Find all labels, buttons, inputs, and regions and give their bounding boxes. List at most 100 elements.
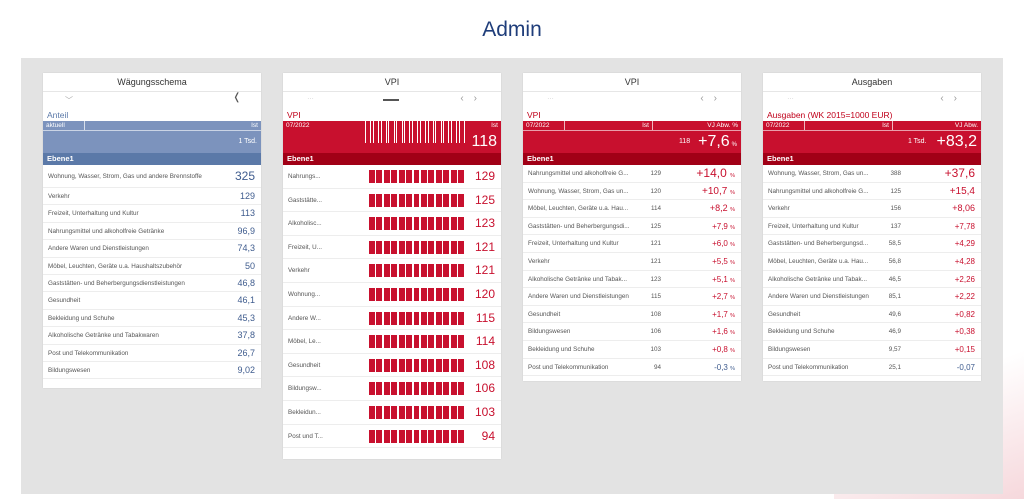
header-bar bbox=[388, 113, 395, 143]
row-abw: -0,07 bbox=[956, 362, 975, 372]
row-label: Bekleidung und Schuhe bbox=[528, 345, 595, 353]
table-row[interactable]: Gaststätten- und Beherbergungsd... 58,5 +4… bbox=[763, 235, 981, 253]
row-bar bbox=[458, 335, 464, 349]
table-row[interactable]: Bildungswesen 9,57 +0,15 bbox=[763, 341, 981, 359]
row-abw-unit: % bbox=[730, 242, 735, 249]
row-abw-value: +7,9 bbox=[712, 221, 728, 231]
row-bar bbox=[398, 193, 405, 207]
table-row[interactable]: Verkehr 156 +8,06 bbox=[763, 200, 981, 218]
col-period: aktuell bbox=[43, 121, 85, 130]
table-row[interactable]: Bildungswesen 106 +1,6 % bbox=[523, 323, 741, 341]
row-bar bbox=[420, 382, 427, 396]
row-value: 37,8 bbox=[237, 330, 255, 341]
table-row[interactable]: Freizeit, Unterhaltung und Kultur 113 bbox=[43, 205, 261, 223]
table-row[interactable]: Post und T... 94 bbox=[283, 425, 501, 449]
row-bar bbox=[428, 405, 435, 419]
card-nav: … ‹› bbox=[763, 92, 981, 108]
table-row[interactable]: Bekleidun... 103 bbox=[283, 401, 501, 425]
chevron-left-icon[interactable]: ❬ bbox=[232, 92, 241, 103]
row-abw: +0,82 bbox=[954, 309, 975, 319]
table-row[interactable]: Wohnung, Wasser, Strom, Gas un... 388 +37,… bbox=[763, 165, 981, 183]
table-row[interactable]: Bildungsw... 106 bbox=[283, 377, 501, 401]
table-row[interactable]: Bildungswesen 9,02 bbox=[43, 362, 261, 380]
row-bar bbox=[376, 264, 383, 278]
table-row[interactable]: Gaststätten- und Beherbergungsdi... 125 +7… bbox=[523, 218, 741, 236]
row-abw: +7,9 % bbox=[712, 218, 735, 238]
table-row[interactable]: Nahrungsmittel und alkoholfreie G... 125 +… bbox=[763, 183, 981, 201]
row-bars bbox=[369, 382, 464, 396]
header-total: 1 Tsd. bbox=[43, 131, 261, 153]
header-columns: 07/2022 Ist VJ Abw. bbox=[763, 121, 981, 131]
row-bar bbox=[458, 193, 464, 207]
table-row[interactable]: Andere W... 115 bbox=[283, 307, 501, 331]
table-row[interactable]: Alkoholisc... 123 bbox=[283, 212, 501, 236]
table-row[interactable]: Wohnung... 120 bbox=[283, 283, 501, 307]
table-row[interactable]: Gaststätten- und Beherbergungsdienstleis… bbox=[43, 275, 261, 293]
table-row[interactable]: Verkehr 121 bbox=[283, 259, 501, 283]
table-row[interactable]: Verkehr 121 +5,5 % bbox=[523, 253, 741, 271]
row-bar bbox=[369, 335, 375, 349]
row-label: Andere Waren und Dienstleistungen bbox=[528, 293, 629, 301]
table-row[interactable]: Alkoholische Getränke und Tabakwaren 37,8 bbox=[43, 327, 261, 345]
table-row[interactable]: Wohnung, Wasser, Strom, Gas un... 120 +10,… bbox=[523, 183, 741, 201]
nav-dots: … bbox=[787, 94, 794, 101]
table-row[interactable]: Post und Telekommunikation 25,1 -0,07 bbox=[763, 359, 981, 377]
table-row[interactable]: Möbel, Leuchten, Geräte u.a. Haushaltszu… bbox=[43, 258, 261, 275]
nav-arrows[interactable]: ‹› bbox=[700, 93, 727, 104]
chevron-down-icon[interactable]: ﹀ bbox=[65, 96, 73, 105]
table-row[interactable]: Gesundheit 46,1 bbox=[43, 292, 261, 310]
table-row[interactable]: Nahrungs... 129 bbox=[283, 165, 501, 189]
table-row[interactable]: Wohnung, Wasser, Strom, Gas und andere B… bbox=[43, 165, 261, 188]
header-bar bbox=[419, 113, 426, 143]
table-row[interactable]: Möbel, Leuchten, Geräte u.a. Hau... 56,8 +… bbox=[763, 253, 981, 271]
row-value: 94 bbox=[481, 428, 495, 443]
row-abw: +4,28 bbox=[954, 256, 975, 266]
row-bars bbox=[369, 193, 464, 207]
col-ist: Ist bbox=[565, 121, 653, 130]
row-bar bbox=[450, 335, 457, 349]
table-row[interactable]: Bekleidung und Schuhe 46,9 +0,38 bbox=[763, 323, 981, 341]
row-abw-value: -0,3 bbox=[714, 362, 728, 372]
row-abw: +2,7 % bbox=[712, 288, 735, 308]
row-bar bbox=[398, 240, 405, 254]
header-bar bbox=[411, 113, 419, 143]
col-abw: VJ Abw. % bbox=[707, 122, 738, 129]
table-row[interactable]: Post und Telekommunikation 94 -0,3 % bbox=[523, 359, 741, 377]
row-label: Bildungswesen bbox=[768, 345, 811, 353]
table-row[interactable]: Freizeit, U... 121 bbox=[283, 236, 501, 260]
table-row[interactable]: Freizeit, Unterhaltung und Kultur 121 +6,0… bbox=[523, 235, 741, 253]
table-row[interactable]: Alkoholische Getränke und Tabak... 123 +5,… bbox=[523, 271, 741, 289]
row-bar bbox=[428, 429, 435, 443]
row-bar bbox=[435, 240, 442, 254]
table-row[interactable]: Gaststätte... 125 bbox=[283, 189, 501, 213]
level-label: Ebene1 bbox=[763, 153, 981, 165]
card-heading: Wägungsschema bbox=[43, 73, 261, 92]
table-row[interactable]: Alkoholische Getränke und Tabak... 46,5 +2… bbox=[763, 271, 981, 289]
row-label: Nahrungsmittel und alkoholfreie G... bbox=[768, 187, 869, 195]
level-label: Ebene1 bbox=[43, 153, 261, 165]
row-bar bbox=[435, 429, 442, 443]
table-row[interactable]: Bekleidung und Schuhe 103 +0,8 % bbox=[523, 341, 741, 359]
row-bar bbox=[391, 405, 398, 419]
row-label: Verkehr bbox=[528, 257, 550, 265]
table-row[interactable]: Bekleidung und Schuhe 45,3 bbox=[43, 310, 261, 328]
table-row[interactable]: Post und Telekommunikation 26,7 bbox=[43, 345, 261, 362]
table-row[interactable]: Verkehr 129 bbox=[43, 188, 261, 206]
table-row[interactable]: Möbel, Le... 114 bbox=[283, 330, 501, 354]
nav-arrows[interactable]: ‹› bbox=[940, 93, 967, 104]
row-bar bbox=[406, 264, 413, 278]
table-row[interactable]: Nahrungsmittel und alkoholfreie Getränke… bbox=[43, 223, 261, 241]
table-row[interactable]: Andere Waren und Dienstleistungen 115 +2,7… bbox=[523, 288, 741, 306]
table-row[interactable]: Möbel, Leuchten, Geräte u.a. Hau... 114 +8… bbox=[523, 200, 741, 218]
row-bar bbox=[420, 193, 427, 207]
row-bar bbox=[391, 335, 398, 349]
table-row[interactable]: Andere Waren und Dienstleistungen 85,1 +2,… bbox=[763, 288, 981, 306]
table-row[interactable]: Freizeit, Unterhaltung und Kultur 137 +7,7… bbox=[763, 218, 981, 236]
table-row[interactable]: Nahrungsmittel und alkoholfreie G... 129 +… bbox=[523, 165, 741, 183]
row-label: Wohnung, Wasser, Strom, Gas un... bbox=[768, 170, 869, 177]
table-row[interactable]: Gesundheit 108 bbox=[283, 354, 501, 378]
table-row[interactable]: Gesundheit 49,6 +0,82 bbox=[763, 306, 981, 324]
table-row[interactable]: Andere Waren und Dienstleistungen 74,3 bbox=[43, 240, 261, 258]
table-row[interactable]: Gesundheit 108 +1,7 % bbox=[523, 306, 741, 324]
nav-arrows[interactable]: ‹› bbox=[460, 93, 487, 104]
